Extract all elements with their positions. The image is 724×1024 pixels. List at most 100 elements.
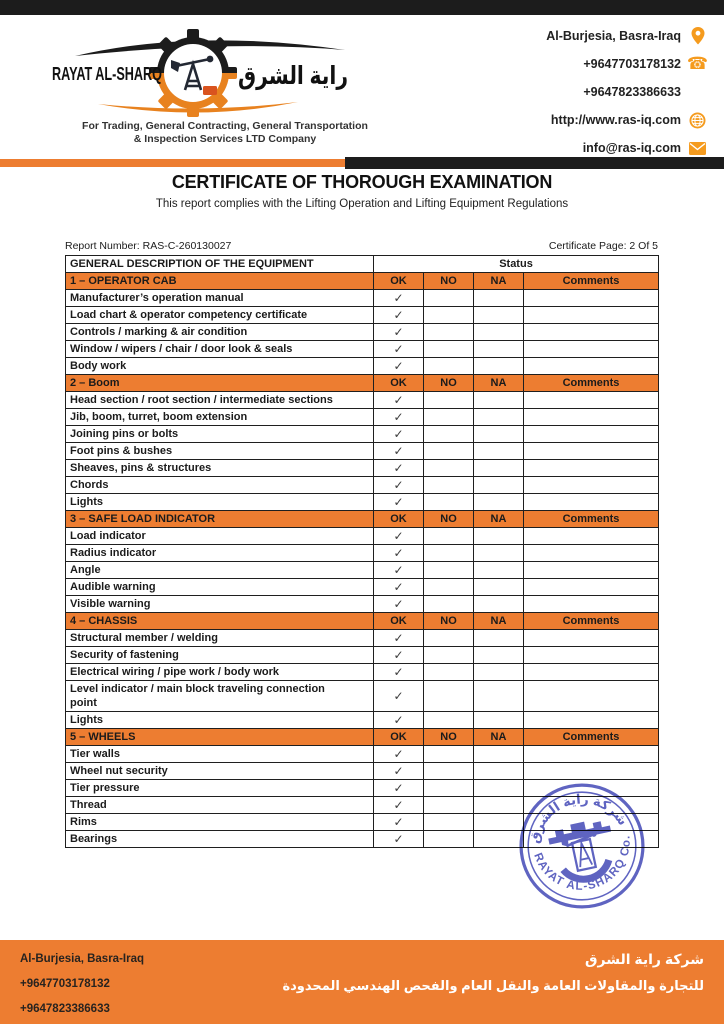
section-col-ok: OK <box>373 510 424 528</box>
company-logo: RAYAT AL-SHARQ راية الشرق <box>52 29 348 117</box>
contact-item-address: Al-Burjesia, Basra-Iraq <box>546 22 706 50</box>
ok-check-cell: ✓ <box>373 442 424 460</box>
certificate-page-number: Certificate Page: 2 Of 5 <box>548 240 658 252</box>
section-col-na: NA <box>473 374 524 392</box>
no-cell <box>423 493 474 511</box>
top-black-bar <box>0 0 724 15</box>
comment-cell <box>523 408 659 426</box>
location-pin-icon <box>689 27 706 45</box>
logo-tagline: For Trading, General Contracting, Genera… <box>82 120 368 145</box>
item-label: Foot pins & bushes <box>65 442 374 460</box>
inspection-table: GENERAL DESCRIPTION OF THE EQUIPMENT Stat… <box>65 255 659 848</box>
section-col-na: NA <box>473 728 524 746</box>
item-label: Sheaves, pins & structures <box>65 459 374 477</box>
pump-unit <box>203 86 217 95</box>
footer-company-desc-ar: للتجارة والمقاولات العامة والنقل العام و… <box>282 978 704 993</box>
section-title: 3 – SAFE LOAD INDICATOR <box>65 510 374 528</box>
comment-cell <box>523 629 659 647</box>
na-cell <box>473 323 524 341</box>
ok-check-cell: ✓ <box>373 357 424 375</box>
section-col-ok: OK <box>373 612 424 630</box>
ok-check-cell: ✓ <box>373 680 424 712</box>
section-col-ok: OK <box>373 272 424 290</box>
comment-cell <box>523 544 659 562</box>
ok-check-cell: ✓ <box>373 544 424 562</box>
stamp-gear-bottom <box>560 858 613 883</box>
email-link[interactable]: info@ras-iq.com <box>582 141 681 155</box>
stamp-pumpjack-icon <box>561 831 598 873</box>
comment-cell <box>523 306 659 324</box>
no-cell <box>423 476 474 494</box>
website-link[interactable]: http://www.ras-iq.com <box>550 113 681 127</box>
ok-check-cell: ✓ <box>373 425 424 443</box>
ok-check-cell: ✓ <box>373 745 424 763</box>
report-meta: Report Number: RAS-C-260130027 Certifica… <box>65 240 658 252</box>
footer-contact-block: Al-Burjesia, Basra-Iraq +9647703178132 +… <box>20 947 144 1022</box>
item-label: Manufacturer’s operation manual <box>65 289 374 307</box>
comment-cell <box>523 578 659 596</box>
item-label: Chords <box>65 476 374 494</box>
table-header-description: GENERAL DESCRIPTION OF THE EQUIPMENT <box>65 255 374 273</box>
section-col-comments: Comments <box>523 510 659 528</box>
no-cell <box>423 680 474 712</box>
item-label: Bearings <box>65 830 374 848</box>
ok-check-cell: ✓ <box>373 663 424 681</box>
ok-check-cell: ✓ <box>373 813 424 831</box>
na-cell <box>473 561 524 579</box>
comment-cell <box>523 493 659 511</box>
section-title: 1 – OPERATOR CAB <box>65 272 374 290</box>
item-label: Thread <box>65 796 374 814</box>
phone-icon: ☎ <box>686 53 709 74</box>
comment-cell <box>523 442 659 460</box>
email-icon <box>689 141 706 155</box>
section-col-na: NA <box>473 272 524 290</box>
section-col-na: NA <box>473 510 524 528</box>
no-cell <box>423 646 474 664</box>
contact-item-phone1: +9647703178132 ☎ <box>546 50 709 78</box>
report-number: Report Number: RAS-C-260130027 <box>65 240 232 252</box>
header-divider <box>0 157 724 169</box>
item-label: Load chart & operator competency certifi… <box>65 306 374 324</box>
item-label: Load indicator <box>65 527 374 545</box>
na-cell <box>473 289 524 307</box>
section-col-no: NO <box>423 728 474 746</box>
na-cell <box>473 493 524 511</box>
ok-check-cell: ✓ <box>373 340 424 358</box>
na-cell <box>473 595 524 613</box>
item-label: Wheel nut security <box>65 762 374 780</box>
item-label: Body work <box>65 357 374 375</box>
contact-text: +9647823386633 <box>583 85 681 99</box>
comment-cell <box>523 527 659 545</box>
na-cell <box>473 527 524 545</box>
na-cell <box>473 663 524 681</box>
ok-check-cell: ✓ <box>373 711 424 729</box>
contact-item-website[interactable]: http://www.ras-iq.com <box>546 106 706 134</box>
no-cell <box>423 442 474 460</box>
globe-icon <box>689 112 706 129</box>
comment-cell <box>523 663 659 681</box>
logo-name-en: RAYAT AL-SHARQ <box>52 64 162 84</box>
ok-check-cell: ✓ <box>373 306 424 324</box>
pumpjack-head <box>171 55 214 72</box>
section-col-no: NO <box>423 374 474 392</box>
item-label: Level indicator / main block traveling c… <box>65 680 374 712</box>
section-title: 2 – Boom <box>65 374 374 392</box>
na-cell <box>473 306 524 324</box>
no-cell <box>423 306 474 324</box>
no-cell <box>423 745 474 763</box>
contact-item-email[interactable]: info@ras-iq.com <box>546 134 706 162</box>
stamp-gear-skyline <box>548 821 612 845</box>
item-label: Visible warning <box>65 595 374 613</box>
ok-check-cell: ✓ <box>373 561 424 579</box>
comment-cell <box>523 357 659 375</box>
na-cell <box>473 425 524 443</box>
na-cell <box>473 340 524 358</box>
na-cell <box>473 745 524 763</box>
contact-text: +9647703178132 <box>583 57 681 71</box>
no-cell <box>423 425 474 443</box>
logo-swoosh-top <box>75 40 345 56</box>
ok-check-cell: ✓ <box>373 476 424 494</box>
comment-cell <box>523 391 659 409</box>
no-cell <box>423 711 474 729</box>
